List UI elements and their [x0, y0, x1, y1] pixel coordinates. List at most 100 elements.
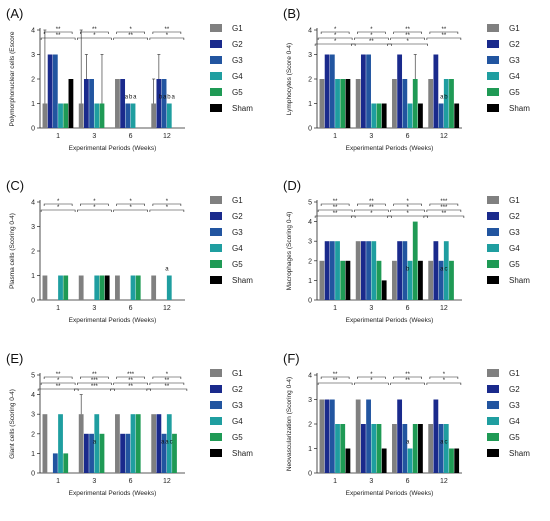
significance-mark: ** — [128, 378, 133, 384]
significance-bracket — [351, 215, 392, 218]
legend-label-G4: G4 — [509, 417, 520, 426]
significance-bracket — [426, 209, 462, 212]
significance-bracket — [149, 382, 185, 385]
y-tick-label: 3 — [308, 397, 312, 404]
significance-mark: ** — [333, 372, 338, 378]
bar-G1-1 — [319, 79, 325, 128]
bar-Sham-1 — [345, 79, 351, 128]
bar-G3-3 — [366, 54, 371, 128]
bar-G2-12 — [433, 399, 439, 473]
group-annotation: a — [161, 440, 165, 446]
legend-label-G4: G4 — [232, 244, 243, 253]
x-tick-label: 6 — [129, 305, 133, 312]
significance-bracket — [149, 37, 185, 40]
bar-G1-1 — [42, 414, 48, 473]
legend-swatch-G4 — [210, 417, 222, 425]
legend-swatch-G2 — [210, 212, 222, 220]
bar-G1-3 — [355, 79, 361, 128]
legend-label-G2: G2 — [509, 212, 520, 221]
bar-G5-6 — [135, 414, 141, 473]
bar-G3-6 — [125, 433, 131, 473]
group-annotation: b — [406, 267, 410, 273]
x-tick-label: 12 — [440, 305, 448, 312]
significance-mark: ** — [333, 211, 338, 217]
bar-Sham-3 — [104, 275, 110, 300]
significance-mark: ** — [128, 384, 133, 390]
group-annotation: a — [406, 440, 410, 446]
significance-bracket — [152, 376, 182, 379]
bar-G5-6 — [412, 221, 418, 300]
panel-label: (B) — [283, 6, 300, 21]
bar-Sham-6 — [418, 424, 423, 473]
legend-swatch-G4 — [210, 72, 222, 80]
bar-G1-6 — [115, 414, 120, 473]
significance-mark: * — [370, 378, 373, 384]
legend-swatch-G1 — [210, 369, 222, 377]
group-annotation: a — [440, 440, 444, 446]
legend-swatch-Sham — [487, 449, 499, 457]
bar-G2-6 — [120, 433, 126, 473]
significance-mark: * — [370, 27, 373, 33]
bar-G2-12 — [156, 414, 162, 473]
significance-bracket — [116, 31, 145, 34]
significance-bracket — [390, 209, 425, 212]
bar-G2-12 — [433, 54, 439, 128]
y-axis-label: Plasma cells (Scoring 0-4) — [9, 213, 16, 289]
significance-bracket — [429, 203, 459, 206]
significance-mark: *** — [127, 372, 135, 378]
legend-swatch-G1 — [487, 24, 499, 32]
legend-label-G2: G2 — [232, 40, 243, 49]
bar-G4-6 — [407, 448, 413, 473]
group-annotation: a — [163, 95, 167, 101]
significance-bracket — [116, 203, 145, 206]
bar-G5-6 — [135, 275, 141, 300]
legend-swatch-G3 — [487, 228, 499, 236]
significance-bracket — [37, 388, 79, 391]
significance-bracket — [40, 37, 76, 40]
legend-label-Sham: Sham — [232, 104, 253, 113]
significance-mark: * — [166, 205, 169, 211]
significance-mark: *** — [440, 199, 448, 205]
significance-bracket — [152, 31, 182, 34]
significance-bracket — [40, 209, 76, 212]
bar-G5-1 — [340, 79, 346, 128]
bar-G4-3 — [371, 424, 377, 473]
y-tick-label: 4 — [308, 28, 312, 35]
significance-mark: ** — [56, 384, 61, 390]
legend-swatch-G1 — [210, 24, 222, 32]
legend-swatch-G4 — [487, 72, 499, 80]
significance-mark: * — [334, 33, 337, 39]
bar-G1-3 — [78, 103, 84, 128]
significance-mark: * — [443, 372, 446, 378]
bar-G4-1 — [335, 79, 340, 128]
group-annotation: a — [133, 95, 137, 101]
group-annotation: a — [165, 267, 169, 273]
bar-G4-6 — [130, 414, 136, 473]
legend-label-Sham: Sham — [509, 104, 530, 113]
bar-G4-3 — [371, 103, 377, 128]
significance-mark: * — [129, 205, 132, 211]
significance-mark: * — [129, 27, 132, 33]
bar-G3-3 — [89, 433, 94, 473]
legend-label-G4: G4 — [509, 72, 520, 81]
significance-bracket — [317, 37, 353, 40]
bar-G5-1 — [340, 424, 346, 473]
significance-mark: * — [406, 211, 409, 217]
significance-mark: * — [166, 372, 169, 378]
legend-label-G3: G3 — [509, 228, 520, 237]
group-annotation: a — [165, 440, 169, 446]
bar-G3-1 — [52, 453, 58, 473]
x-tick-label: 12 — [163, 305, 171, 312]
legend-swatch-G2 — [487, 212, 499, 220]
group-annotation: a — [172, 95, 176, 101]
legend-swatch-Sham — [210, 449, 222, 457]
significance-bracket — [74, 388, 115, 391]
panel-label: (D) — [283, 178, 301, 193]
significance-bracket — [314, 215, 356, 218]
bar-G4-1 — [58, 103, 63, 128]
significance-bracket — [429, 31, 459, 34]
legend-swatch-Sham — [210, 104, 222, 112]
